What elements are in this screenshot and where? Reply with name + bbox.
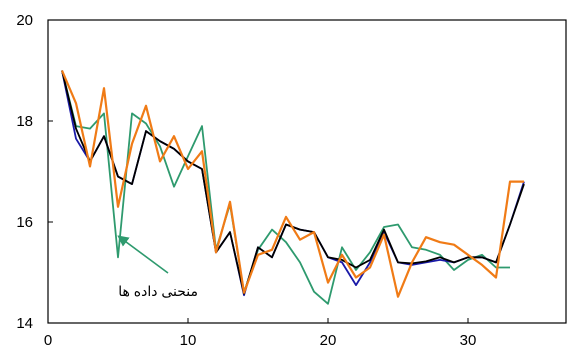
y-tick-label: 20: [16, 12, 33, 29]
plot-frame: [47, 19, 567, 324]
series-line: [61, 70, 510, 305]
series-line: [61, 70, 525, 295]
chart-title: [70, 0, 560, 9]
x-tick-label: 20: [320, 332, 337, 349]
y-tick-label: 14: [16, 315, 33, 332]
x-tick-label: 0: [44, 332, 52, 349]
x-tick-label: 30: [460, 332, 477, 349]
axis-ticks: 0 10 20 30 14 16 18 20: [16, 12, 476, 349]
series-line: [60, 70, 524, 298]
y-tick-label: 16: [16, 214, 33, 231]
y-tick-label: 18: [16, 113, 33, 130]
x-tick-label: 10: [180, 332, 197, 349]
annotation-arrow: [117, 235, 169, 274]
annotation-layer: منحنی داده ها: [117, 235, 198, 299]
annotation-label: منحنی داده ها: [118, 283, 198, 299]
series-layer: [60, 70, 525, 305]
